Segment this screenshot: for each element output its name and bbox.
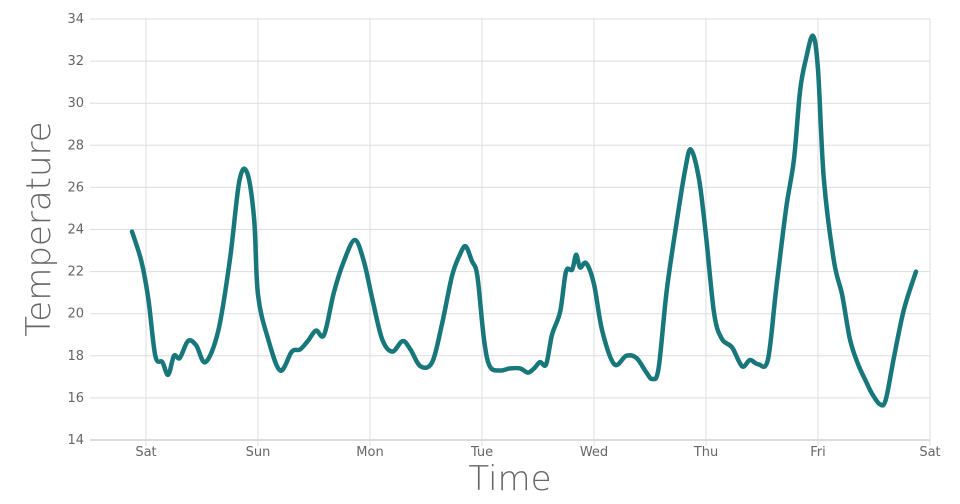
y-tick-label: 26	[67, 180, 84, 195]
y-tick-label: 18	[67, 349, 84, 364]
y-tick-label: 14	[67, 433, 84, 448]
x-tick-label: Sat	[919, 445, 940, 460]
y-tick-label: 32	[67, 54, 84, 69]
x-tick-label: Thu	[693, 445, 718, 460]
x-tick-label: Tue	[470, 445, 493, 460]
x-axis-title: Time	[468, 459, 551, 499]
x-axis: Sat Sun Mon Tue Wed Thu Fri Sat	[135, 445, 940, 460]
y-tick-label: 20	[67, 307, 84, 322]
y-tick-label: 34	[67, 12, 84, 27]
y-tick-label: 30	[67, 96, 84, 111]
x-tick-label: Sat	[135, 445, 156, 460]
x-tick-label: Sun	[246, 445, 271, 460]
y-axis: 14 16 18 20 22 24 26 28 30 32 34	[67, 12, 84, 448]
y-tick-label: 16	[67, 391, 84, 406]
y-axis-title: Temperature	[19, 121, 59, 336]
y-tick-label: 24	[67, 223, 84, 238]
grid	[90, 18, 931, 446]
temperature-series-line	[129, 33, 919, 408]
x-tick-label: Mon	[356, 445, 383, 460]
y-tick-label: 22	[67, 265, 84, 280]
y-tick-label: 28	[67, 138, 84, 153]
x-tick-label: Wed	[580, 445, 608, 460]
x-tick-label: Fri	[810, 445, 826, 460]
